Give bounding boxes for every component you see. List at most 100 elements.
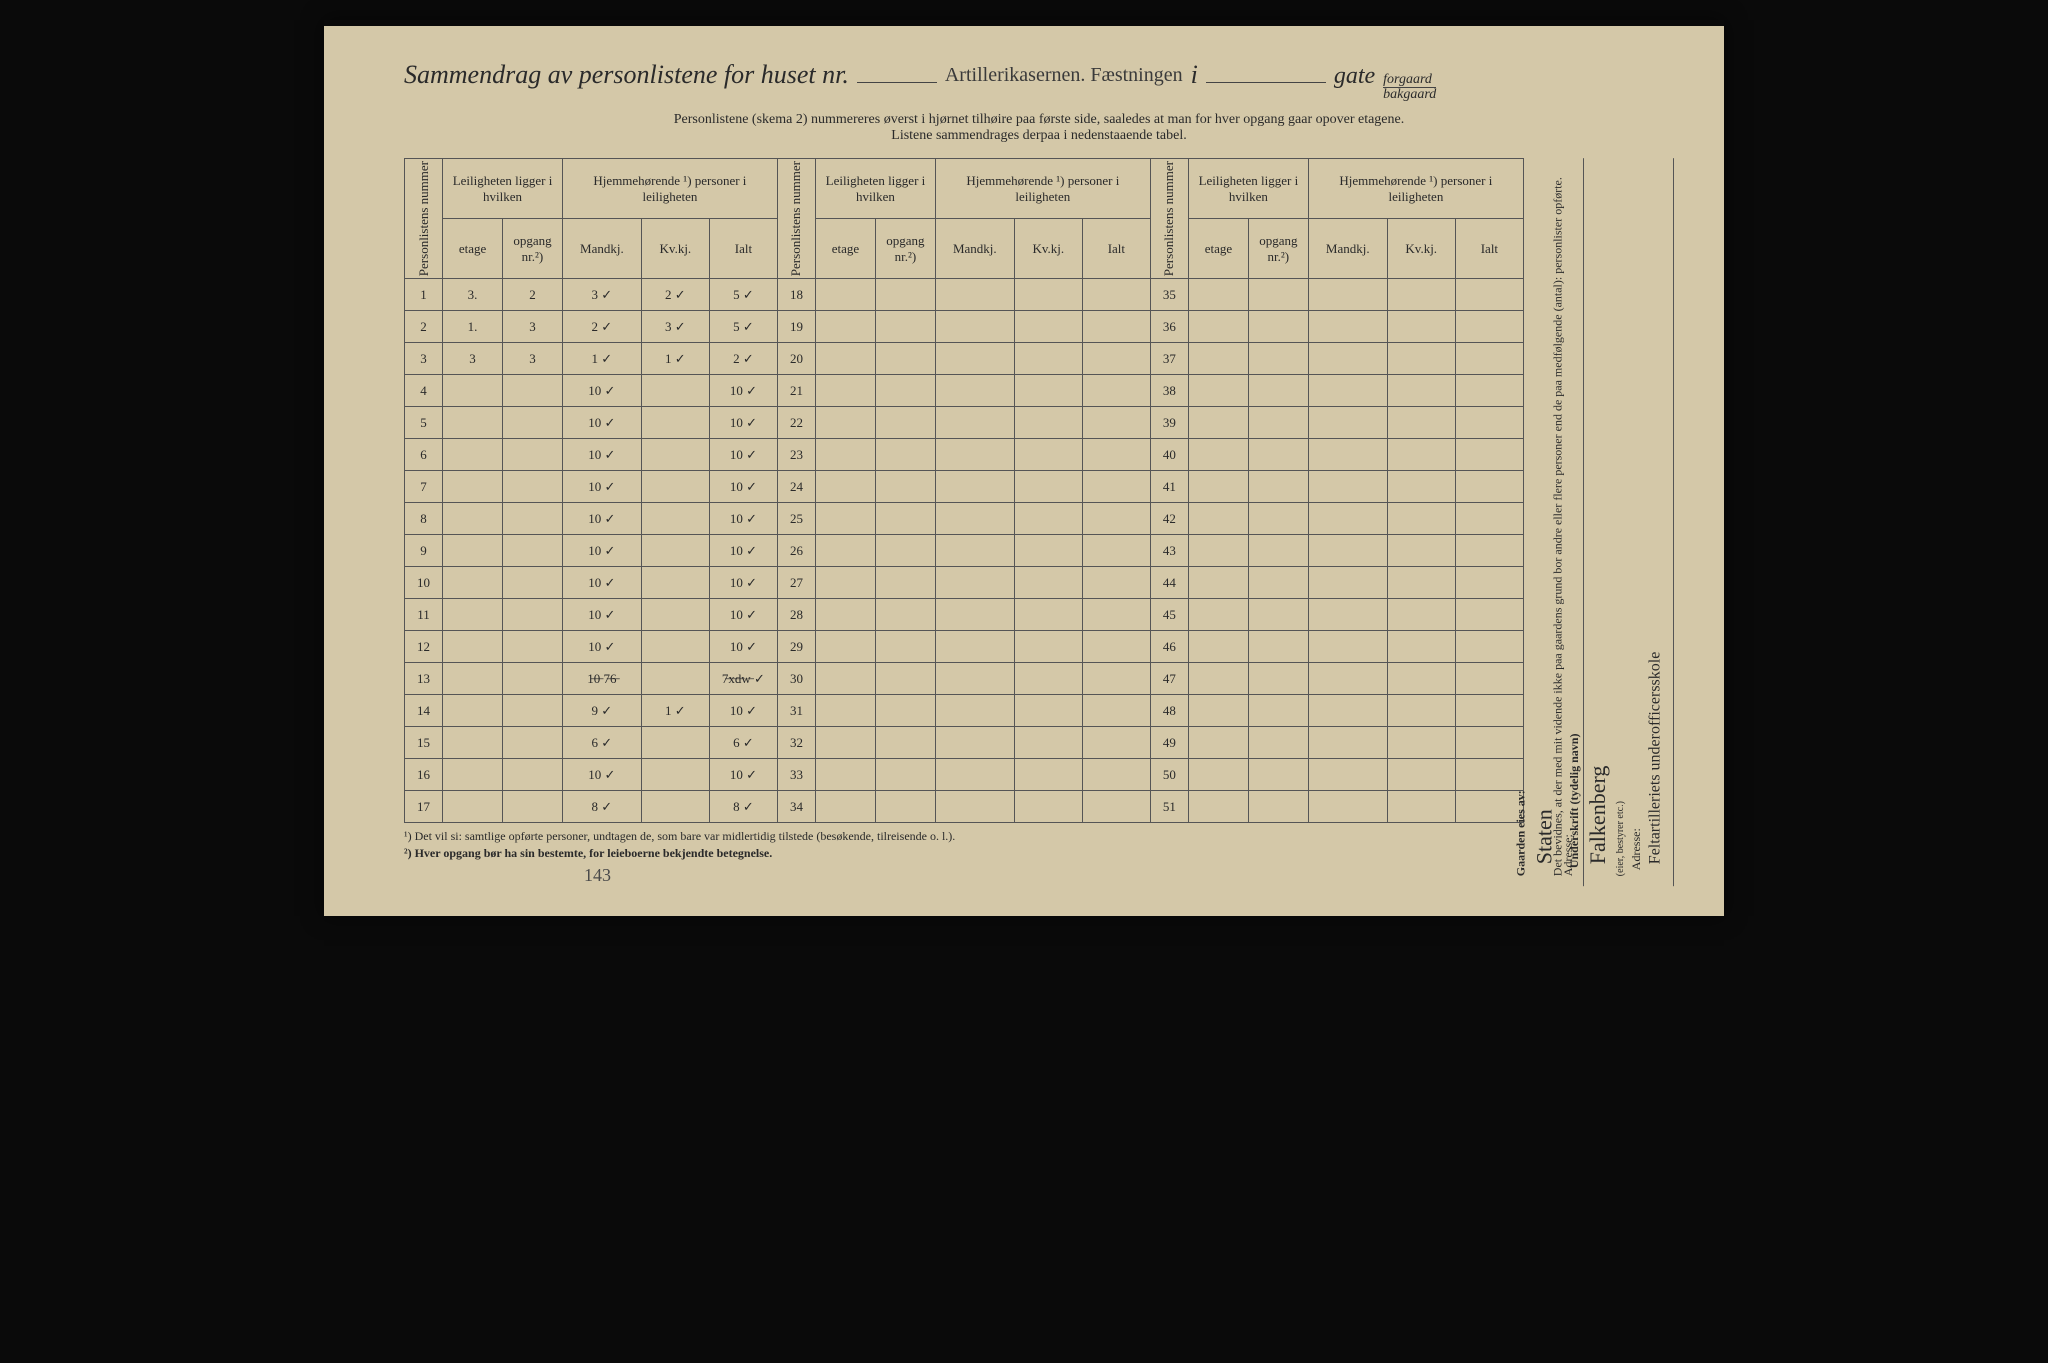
- cell-rownum: 39: [1150, 407, 1188, 439]
- bakgaard: bakgaard: [1383, 88, 1436, 102]
- cell-empty: [1082, 407, 1150, 439]
- cell-rownum: 12: [405, 631, 443, 663]
- cell-empty: [1082, 759, 1150, 791]
- cell-rownum: 50: [1150, 759, 1188, 791]
- cell-empty: [1308, 695, 1387, 727]
- table-row: 810 ✓10 ✓2542: [405, 503, 1524, 535]
- cell-empty: [1188, 407, 1248, 439]
- table-row: 156 ✓6 ✓3249: [405, 727, 1524, 759]
- cell-mandkj: 10 ✓: [562, 439, 641, 471]
- cell-kvkj: 1 ✓: [641, 695, 709, 727]
- table-row: 710 ✓10 ✓2441: [405, 471, 1524, 503]
- hdr-etage-3: etage: [1188, 219, 1248, 279]
- cell-empty: [816, 599, 876, 631]
- cell-mandkj: 10 ✓: [562, 375, 641, 407]
- cell-etage: [443, 535, 503, 567]
- cell-empty: [816, 759, 876, 791]
- cell-empty: [875, 791, 935, 823]
- cell-rownum: 21: [777, 375, 815, 407]
- instruction-block: Personlistene (skema 2) nummereres øvers…: [404, 112, 1674, 144]
- cell-ialt: 5 ✓: [709, 279, 777, 311]
- cell-empty: [1014, 567, 1082, 599]
- cell-empty: [816, 471, 876, 503]
- cell-etage: [443, 791, 503, 823]
- cell-rownum: 51: [1150, 791, 1188, 823]
- cell-empty: [935, 535, 1014, 567]
- cell-empty: [1188, 535, 1248, 567]
- table-row: 1010 ✓10 ✓2744: [405, 567, 1524, 599]
- handwritten-location: Artillerikasernen. Fæstningen: [945, 64, 1183, 87]
- gate-label: gate: [1334, 63, 1375, 90]
- forgaard: forgaard: [1383, 73, 1436, 88]
- cell-empty: [1014, 791, 1082, 823]
- cell-mandkj: 8 ✓: [562, 791, 641, 823]
- cell-empty: [1082, 631, 1150, 663]
- adresse-label-2: Adresse:: [1628, 168, 1645, 870]
- cell-mandkj: 10 ✓: [562, 407, 641, 439]
- cell-rownum: 9: [405, 535, 443, 567]
- cell-empty: [1387, 375, 1455, 407]
- cell-rownum: 35: [1150, 279, 1188, 311]
- cell-mandkj: 10 ✓: [562, 567, 641, 599]
- cell-empty: [1308, 471, 1387, 503]
- cell-empty: [1308, 567, 1387, 599]
- cell-empty: [1014, 343, 1082, 375]
- cell-empty: [1188, 375, 1248, 407]
- cell-rownum: 41: [1150, 471, 1188, 503]
- cell-empty: [1308, 727, 1387, 759]
- cell-empty: [1387, 631, 1455, 663]
- cell-ialt: 10 ✓: [709, 535, 777, 567]
- cell-empty: [935, 727, 1014, 759]
- cell-empty: [1188, 599, 1248, 631]
- footnotes: ¹) Det vil si: samtlige opførte personer…: [404, 829, 1524, 861]
- cell-empty: [816, 407, 876, 439]
- cell-empty: [1082, 695, 1150, 727]
- cell-kvkj: 3 ✓: [641, 311, 709, 343]
- cell-empty: [816, 503, 876, 535]
- cell-opgang: [503, 439, 563, 471]
- cell-rownum: 11: [405, 599, 443, 631]
- cell-empty: [1082, 311, 1150, 343]
- cell-empty: [875, 311, 935, 343]
- side-panel-declaration: Det bevidnes, at der med mit vidende ikk…: [1584, 158, 1674, 886]
- cell-empty: [1082, 567, 1150, 599]
- cell-empty: [1387, 407, 1455, 439]
- cell-empty: [1082, 439, 1150, 471]
- cell-empty: [935, 343, 1014, 375]
- cell-rownum: 17: [405, 791, 443, 823]
- cell-opgang: [503, 599, 563, 631]
- cell-ialt: 2 ✓: [709, 343, 777, 375]
- cell-empty: [1248, 279, 1308, 311]
- cell-empty: [1308, 631, 1387, 663]
- cell-rownum: 30: [777, 663, 815, 695]
- cell-opgang: 2: [503, 279, 563, 311]
- cell-rownum: 47: [1150, 663, 1188, 695]
- cell-empty: [1014, 695, 1082, 727]
- cell-empty: [1248, 407, 1308, 439]
- cell-empty: [1248, 567, 1308, 599]
- cell-empty: [1014, 599, 1082, 631]
- cell-ialt: 10 ✓: [709, 375, 777, 407]
- cell-rownum: 3: [405, 343, 443, 375]
- cell-empty: [816, 791, 876, 823]
- table-row: 21.32 ✓3 ✓5 ✓1936: [405, 311, 1524, 343]
- cell-empty: [1308, 343, 1387, 375]
- cell-empty: [1014, 407, 1082, 439]
- cell-empty: [1014, 471, 1082, 503]
- cell-empty: [935, 759, 1014, 791]
- cell-empty: [875, 599, 935, 631]
- cell-rownum: 14: [405, 695, 443, 727]
- cell-rownum: 27: [777, 567, 815, 599]
- cell-empty: [935, 567, 1014, 599]
- cell-empty: [816, 695, 876, 727]
- cell-empty: [1308, 535, 1387, 567]
- cell-empty: [1248, 759, 1308, 791]
- cell-empty: [816, 439, 876, 471]
- cell-empty: [1082, 343, 1150, 375]
- cell-kvkj: [641, 503, 709, 535]
- cell-empty: [1014, 439, 1082, 471]
- cell-etage: [443, 567, 503, 599]
- cell-empty: [875, 407, 935, 439]
- signature: Falkenberg: [1583, 168, 1614, 864]
- hdr-kvkj-3: Kv.kj.: [1387, 219, 1455, 279]
